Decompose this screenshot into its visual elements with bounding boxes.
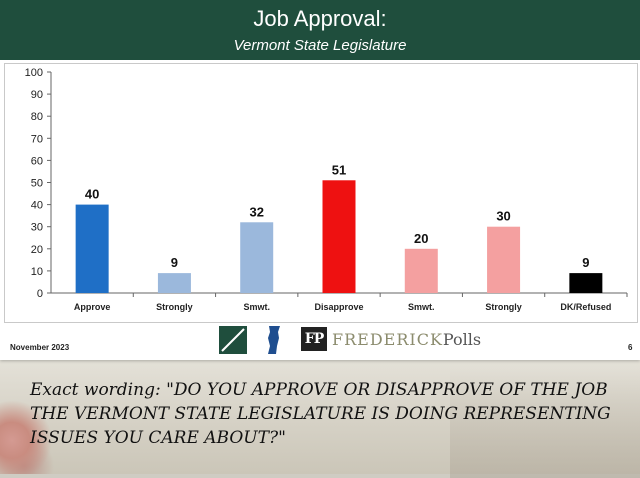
y-tick-label: 80 (31, 111, 43, 123)
y-tick-label: 50 (31, 178, 43, 190)
bar (487, 226, 521, 293)
slide: Job Approval: Vermont State Legislature … (0, 0, 640, 360)
logo-text-main: FREDERICK (332, 330, 443, 349)
slide-title: Job Approval: (253, 6, 387, 31)
bar-chart: 0 10 20 30 40 50 60 70 80 90 100 40 Approve 9 Strongly… (25, 67, 628, 312)
bar (569, 273, 603, 293)
x-tick-label: DK/Refused (560, 302, 611, 312)
x-tick-label: Strongly (156, 302, 193, 312)
slide-header: Job Approval: Vermont State Legislature (0, 0, 640, 60)
y-tick-label: 100 (25, 67, 43, 79)
x-tick-label: Strongly (485, 302, 522, 312)
bar (240, 222, 274, 293)
y-tick-label: 40 (31, 200, 43, 212)
green-slash-logo-icon (219, 326, 247, 354)
y-tick-label: 20 (31, 244, 43, 256)
slide-subtitle: Vermont State Legislature (233, 37, 407, 54)
bar-value-label: 51 (332, 162, 346, 177)
x-tick-label: Approve (74, 302, 111, 312)
frederick-polls-logo: FREDERICKPolls (332, 330, 481, 349)
bar-value-label: 30 (496, 209, 510, 224)
page-number: 6 (628, 343, 633, 352)
bar-value-label: 40 (85, 187, 99, 202)
question-caption: Exact wording: "DO YOU APPROVE OR DISAPP… (30, 380, 611, 448)
bar-value-label: 9 (171, 255, 178, 270)
x-tick-label: Smwt. (408, 302, 435, 312)
fp-logo-icon: FP (301, 327, 327, 351)
bar-value-label: 9 (582, 255, 589, 270)
bar-value-label: 32 (249, 204, 263, 219)
building-decoration (450, 368, 640, 478)
bar-value-label: 20 (414, 231, 428, 246)
x-tick-label: Smwt. (243, 302, 270, 312)
y-tick-label: 90 (31, 89, 43, 101)
logo-text-suffix: Polls (442, 330, 482, 349)
y-tick-label: 70 (31, 133, 43, 145)
y-tick-label: 60 (31, 155, 43, 167)
vermont-map-icon (266, 326, 282, 354)
bar (404, 248, 438, 293)
footer-date: November 2023 (10, 343, 70, 352)
y-tick-label: 30 (31, 222, 43, 234)
foliage-decoration (0, 390, 60, 474)
y-tick-label: 10 (31, 266, 43, 278)
y-tick-label: 0 (37, 288, 43, 300)
bar (75, 204, 109, 293)
bar (322, 180, 356, 293)
background-photo (0, 360, 640, 478)
bar (157, 273, 191, 293)
x-tick-label: Disapprove (314, 302, 363, 312)
chart-container: 0 10 20 30 40 50 60 70 80 90 100 40 Approve 9 Strongly… (4, 63, 638, 323)
